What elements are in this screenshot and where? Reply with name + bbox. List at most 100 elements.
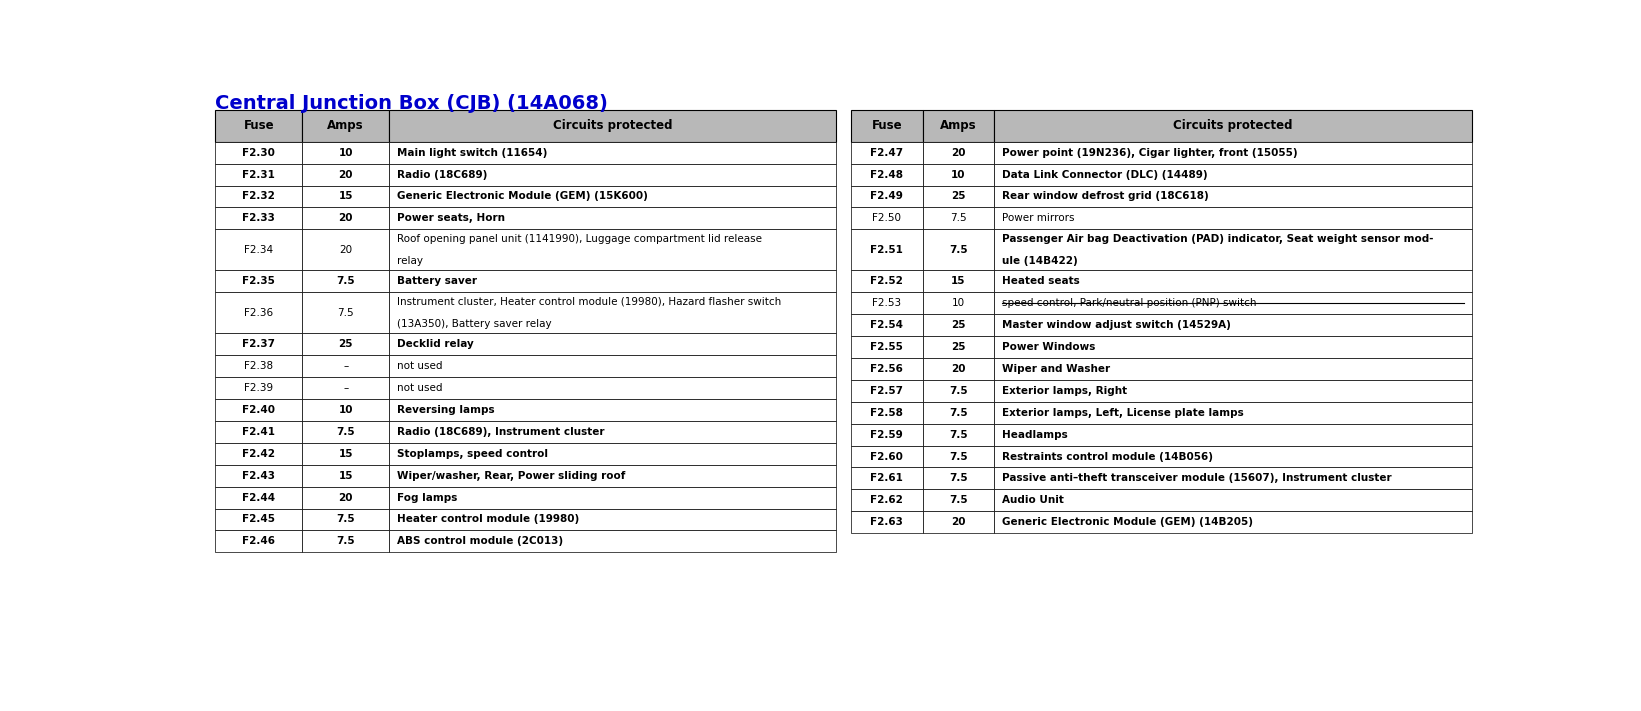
Text: 20: 20 (952, 364, 965, 374)
Bar (389, 230, 835, 270)
Bar (389, 377, 835, 399)
Bar (922, 446, 994, 467)
Text: 7.5: 7.5 (948, 474, 968, 483)
Bar (302, 443, 389, 465)
Text: Battery saver: Battery saver (397, 277, 476, 287)
Text: Radio (18C689), Instrument cluster: Radio (18C689), Instrument cluster (397, 427, 604, 437)
Text: Fog lamps: Fog lamps (397, 493, 458, 503)
Text: 7.5: 7.5 (948, 451, 968, 461)
Text: Restraints control module (14B056): Restraints control module (14B056) (1001, 451, 1213, 461)
Bar (852, 270, 922, 292)
Bar (994, 230, 1472, 270)
Text: 15: 15 (338, 471, 353, 481)
Text: 25: 25 (952, 320, 965, 330)
Bar (302, 421, 389, 443)
Bar (389, 356, 835, 377)
Text: F2.45: F2.45 (243, 515, 276, 525)
Bar (389, 164, 835, 186)
Text: F2.43: F2.43 (243, 471, 276, 481)
Bar (302, 292, 389, 333)
Text: not used: not used (397, 383, 441, 393)
Bar (215, 164, 302, 186)
Text: F2.56: F2.56 (870, 364, 903, 374)
Bar (215, 399, 302, 421)
Bar (922, 141, 994, 164)
Text: Exterior lamps, Left, License plate lamps: Exterior lamps, Left, License plate lamp… (1001, 407, 1244, 417)
Text: ABS control module (2C013): ABS control module (2C013) (397, 536, 563, 546)
Text: 7.5: 7.5 (948, 407, 968, 417)
Bar (994, 336, 1472, 358)
Bar (994, 489, 1472, 511)
Text: F2.52: F2.52 (870, 277, 903, 287)
Bar (852, 314, 922, 336)
Text: 7.5: 7.5 (948, 429, 968, 439)
Bar (852, 336, 922, 358)
Text: Amps: Amps (940, 119, 976, 132)
Text: Power point (19N236), Cigar lighter, front (15055): Power point (19N236), Cigar lighter, fro… (1001, 148, 1296, 158)
Bar (389, 465, 835, 486)
Bar (302, 270, 389, 292)
Bar (922, 511, 994, 533)
Text: F2.36: F2.36 (245, 308, 274, 318)
Bar (994, 358, 1472, 380)
Bar (302, 465, 389, 486)
Bar (215, 292, 302, 333)
Bar (215, 530, 302, 552)
Bar (852, 402, 922, 424)
Bar (389, 530, 835, 552)
Text: Circuits protected: Circuits protected (1173, 119, 1293, 132)
Text: 7.5: 7.5 (336, 277, 354, 287)
Text: Roof opening panel unit (1141990), Luggage compartment lid release: Roof opening panel unit (1141990), Lugga… (397, 234, 761, 244)
Bar (852, 292, 922, 314)
Text: 20: 20 (338, 493, 353, 503)
Bar (389, 270, 835, 292)
Text: 10: 10 (338, 148, 353, 158)
Text: F2.42: F2.42 (243, 449, 276, 459)
Text: 7.5: 7.5 (950, 213, 967, 223)
Bar (922, 467, 994, 489)
Bar (389, 508, 835, 530)
Text: F2.59: F2.59 (870, 429, 903, 439)
Bar (922, 402, 994, 424)
Text: F2.60: F2.60 (870, 451, 903, 461)
Bar (852, 511, 922, 533)
Bar (215, 333, 302, 356)
Text: F2.51: F2.51 (870, 245, 903, 255)
Text: Fuse: Fuse (871, 119, 903, 132)
Text: not used: not used (397, 361, 441, 371)
Text: –: – (343, 361, 348, 371)
Text: F2.32: F2.32 (243, 191, 276, 201)
Text: F2.30: F2.30 (243, 148, 276, 158)
Text: Exterior lamps, Right: Exterior lamps, Right (1001, 386, 1127, 396)
Bar (215, 270, 302, 292)
Text: Master window adjust switch (14529A): Master window adjust switch (14529A) (1001, 320, 1231, 330)
Text: 25: 25 (952, 342, 965, 352)
Text: Instrument cluster, Heater control module (19980), Hazard flasher switch: Instrument cluster, Heater control modul… (397, 296, 781, 306)
Bar (215, 508, 302, 530)
Text: 25: 25 (338, 339, 353, 349)
Bar (215, 486, 302, 508)
Bar (215, 208, 302, 230)
Text: F2.50: F2.50 (873, 213, 901, 223)
Text: 7.5: 7.5 (338, 308, 354, 318)
Bar (302, 230, 389, 270)
Bar (922, 336, 994, 358)
Text: 7.5: 7.5 (948, 496, 968, 506)
Text: F2.55: F2.55 (870, 342, 903, 352)
Text: Audio Unit: Audio Unit (1001, 496, 1063, 506)
Bar (994, 292, 1472, 314)
Text: 10: 10 (952, 298, 965, 308)
Bar (852, 424, 922, 446)
Bar (852, 208, 922, 230)
Bar (302, 530, 389, 552)
Text: 15: 15 (338, 191, 353, 201)
Bar (389, 208, 835, 230)
Text: Rear window defrost grid (18C618): Rear window defrost grid (18C618) (1001, 191, 1208, 201)
Text: 15: 15 (952, 277, 965, 287)
Bar (852, 110, 922, 141)
Bar (922, 186, 994, 208)
Text: F2.31: F2.31 (243, 169, 276, 180)
Text: Generic Electronic Module (GEM) (15K600): Generic Electronic Module (GEM) (15K600) (397, 191, 648, 201)
Bar (922, 314, 994, 336)
Bar (922, 208, 994, 230)
